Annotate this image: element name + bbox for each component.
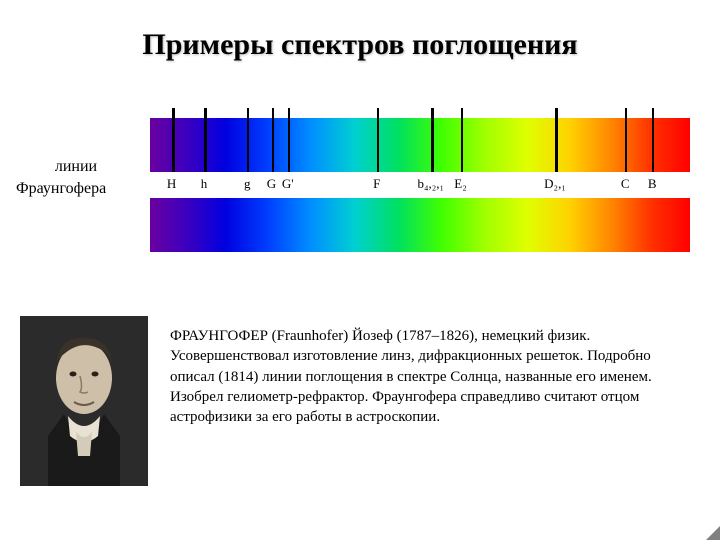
absorption-line bbox=[652, 118, 654, 172]
absorption-line bbox=[461, 118, 463, 172]
side-label-line1: линии bbox=[16, 156, 136, 178]
corner-decoration bbox=[706, 526, 720, 540]
absorption-line bbox=[625, 118, 627, 172]
absorption-line-label: b₄,₂,₁ bbox=[417, 176, 444, 192]
spectrum-tick bbox=[272, 108, 274, 118]
absorption-line bbox=[247, 118, 249, 172]
absorption-line bbox=[172, 118, 175, 172]
spectrum-tick bbox=[288, 108, 290, 118]
biography-text: ФРАУНГОФЕР (Fraunhofer) Йозеф (1787–1826… bbox=[170, 326, 690, 427]
spectrum-tick bbox=[461, 108, 463, 118]
fraunhofer-portrait bbox=[20, 316, 148, 486]
spectrum-tick bbox=[247, 108, 249, 118]
absorption-line-label: G' bbox=[282, 176, 294, 192]
absorption-line-label: h bbox=[201, 176, 208, 192]
spectrum-tick bbox=[377, 108, 379, 118]
absorption-line-label: C bbox=[621, 176, 630, 192]
portrait-drawing bbox=[20, 316, 148, 486]
absorption-line-label: E₂ bbox=[454, 176, 466, 192]
spectrum-area: Hh gG G' Fb₄,₂,₁ E₂ D₂,₁ C B bbox=[150, 118, 690, 278]
spectrum-tick bbox=[431, 108, 434, 118]
absorption-line bbox=[288, 118, 290, 172]
spectrum-tick bbox=[625, 108, 627, 118]
spectrum-tick bbox=[172, 108, 175, 118]
absorption-line-label: B bbox=[648, 176, 657, 192]
absorption-line bbox=[431, 118, 434, 172]
absorption-spectrum-band: HhgGG'Fb₄,₂,₁E₂D₂,₁CB bbox=[150, 118, 690, 172]
absorption-line-label: F bbox=[373, 176, 380, 192]
absorption-line bbox=[204, 118, 207, 172]
side-label-line2: Фраунгофера bbox=[16, 178, 136, 200]
absorption-line-label: H bbox=[167, 176, 176, 192]
spectrum-tick bbox=[555, 108, 558, 118]
continuous-spectrum-band bbox=[150, 198, 690, 252]
absorption-line-label: D₂,₁ bbox=[544, 176, 566, 192]
spectrum-tick bbox=[204, 108, 207, 118]
absorption-line bbox=[272, 118, 274, 172]
spectrum-tick bbox=[652, 108, 654, 118]
fraunhofer-lines-label: линии Фраунгофера bbox=[16, 156, 136, 201]
absorption-line-label: g bbox=[244, 176, 251, 192]
absorption-line-label: G bbox=[267, 176, 276, 192]
page-title: Примеры спектров поглощения bbox=[0, 0, 720, 62]
absorption-line bbox=[377, 118, 379, 172]
absorption-line bbox=[555, 118, 558, 172]
